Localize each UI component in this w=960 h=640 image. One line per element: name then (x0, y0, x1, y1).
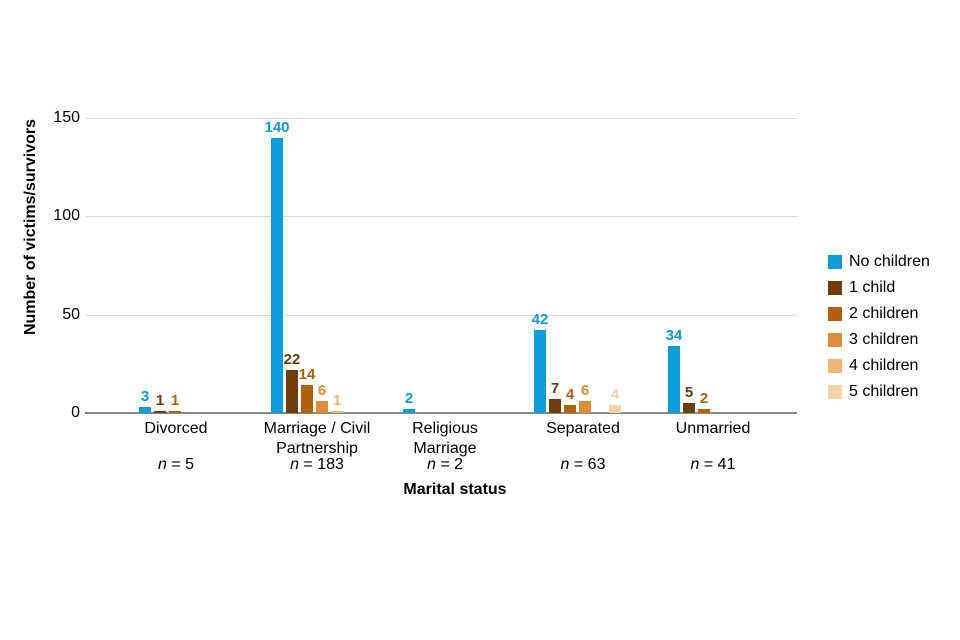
legend-label: 4 children (849, 356, 919, 374)
bar-value-label: 4 (565, 386, 575, 404)
bar (139, 407, 151, 413)
bar (579, 401, 591, 413)
legend-swatch-icon (828, 280, 842, 295)
bar-value-label: 5 (684, 384, 694, 402)
bar-value-label: 3 (140, 388, 150, 406)
bar-value-label: 2 (404, 390, 414, 408)
bar-value-label: 22 (283, 350, 301, 368)
legend-swatch-icon (828, 384, 842, 399)
gridline-50 (85, 314, 797, 316)
bar (564, 405, 576, 413)
legend-label: 5 children (849, 382, 919, 400)
legend-swatch-icon (828, 254, 842, 269)
legend-swatch-icon (828, 358, 842, 373)
y-axis-title: Number of victims/survivors (22, 118, 39, 336)
category-label: Marriage / Civil Partnership (263, 420, 371, 457)
bar (683, 403, 695, 413)
bar-value-label: 6 (317, 382, 327, 400)
bar-value-label: 140 (264, 118, 290, 136)
bar (271, 137, 283, 413)
bar (609, 405, 621, 413)
bar (549, 399, 561, 413)
bar (668, 346, 680, 413)
bar (169, 411, 181, 413)
bar (154, 411, 166, 413)
bar (534, 330, 546, 413)
y-tick-label-50: 50 (62, 305, 80, 323)
x-axis-title: Marital status (403, 481, 507, 498)
legend-swatch-icon (828, 306, 842, 321)
legend-item: 3 children (828, 331, 930, 348)
bar (301, 385, 313, 413)
category-label: Unmarried (675, 420, 751, 437)
bar (331, 411, 343, 413)
bar-value-label: 14 (298, 366, 316, 384)
legend-swatch-icon (828, 332, 842, 347)
y-tick-label-150: 150 (53, 109, 80, 126)
bar (286, 369, 298, 413)
bar-value-label: 2 (699, 390, 709, 408)
y-tick-label-100: 100 (53, 207, 80, 225)
category-label: Separated (546, 420, 620, 437)
legend-label: 3 children (849, 330, 919, 348)
bar-value-label: 1 (170, 392, 180, 409)
y-tick-label-0: 0 (71, 404, 80, 421)
bar-value-label: 7 (550, 380, 560, 398)
sample-size-label: n = 5 (157, 456, 195, 473)
bar-value-label: 1 (332, 392, 342, 409)
bar (698, 409, 710, 413)
bar-value-label: 4 (610, 386, 620, 404)
sample-size-label: n = 63 (560, 456, 606, 473)
legend-label: 1 child (849, 278, 896, 296)
x-axis-line (85, 412, 797, 414)
bar-value-label: 1 (155, 392, 165, 409)
bar-value-label: 34 (665, 327, 683, 345)
bar (403, 409, 415, 413)
category-label: Religious Marriage (412, 420, 478, 457)
gridline-150 (85, 118, 797, 119)
bar-value-label: 42 (531, 311, 549, 329)
bar-value-label: 6 (580, 382, 590, 400)
legend-item: 2 children (828, 305, 930, 322)
legend-item: 4 children (828, 357, 930, 374)
legend-item: 5 children (828, 383, 930, 400)
legend-item: 1 child (828, 279, 930, 296)
legend-label: 2 children (849, 304, 919, 322)
category-label: Divorced (144, 420, 208, 437)
legend-item: No children (828, 253, 930, 270)
sample-size-label: n = 2 (426, 456, 464, 473)
gridline-100 (85, 216, 797, 218)
sample-size-label: n = 183 (290, 456, 344, 473)
sample-size-label: n = 41 (690, 456, 736, 473)
legend: No children 1 child 2 children 3 children 4 … (828, 253, 930, 400)
bar (316, 401, 328, 413)
legend-label: No children (849, 252, 930, 270)
